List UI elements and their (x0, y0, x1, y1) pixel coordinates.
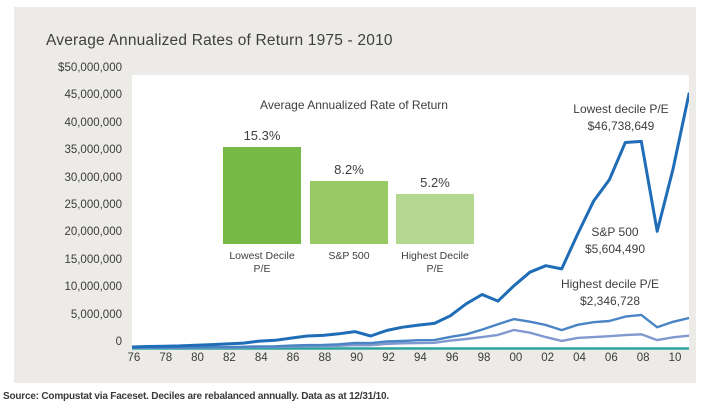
annotation-sp500-name: S&P 500 (591, 225, 639, 239)
y-tick-label: 0 (115, 336, 122, 348)
x-tick-label: 92 (382, 352, 395, 364)
x-tick-label: 10 (668, 352, 682, 364)
annotation-highest-decile-name: Highest decile P/E (560, 277, 660, 291)
page-title: Average Annualized Rates of Return 1975 … (46, 32, 393, 49)
x-tick-label: 80 (191, 352, 204, 364)
y-tick-label: 15,000,000 (64, 253, 122, 266)
annotation-lowest-decile-value: $46,738,649 (587, 119, 655, 133)
y-tick-label: 35,000,000 (64, 144, 122, 157)
annotation-lowest-decile-name: Lowest decile P/E (573, 102, 669, 116)
y-tick-label: 10,000,000 (64, 281, 122, 294)
y-tick-label: 5,000,000 (70, 308, 122, 321)
bar-value-label: 15.3% (243, 128, 281, 143)
x-tick-label: 86 (286, 352, 300, 364)
annotation-highest-decile: Highest decile P/E $2,346,728 (535, 276, 685, 310)
source-note: Source: Compustat via Faceset. Deciles a… (3, 391, 389, 402)
bar-1 (310, 181, 388, 244)
y-tick-label: 20,000,000 (64, 226, 122, 239)
x-tick-label: 78 (159, 352, 173, 364)
x-tick-label: 08 (636, 352, 650, 364)
y-tick-label: 25,000,000 (64, 199, 122, 211)
series-line-1 (132, 313, 689, 349)
annotation-sp500-value: $5,604,490 (584, 242, 646, 256)
line-chart (132, 92, 689, 350)
x-tick-label: 90 (350, 352, 364, 364)
bar-category-label: Highest Decile P/E (401, 250, 469, 275)
plot-area: Average Annualized Rate of Return 15.3% L… (132, 75, 689, 350)
bar-value-label: 8.2% (334, 162, 364, 177)
x-tick-label: 94 (413, 352, 427, 364)
x-tick-label: 02 (541, 352, 555, 364)
x-tick-label: 04 (573, 352, 586, 364)
y-tick-label: 30,000,000 (64, 171, 122, 184)
y-tick-label: $50,000,000 (58, 62, 122, 74)
x-tick-label: 98 (477, 352, 491, 364)
x-tick-label: 76 (127, 352, 141, 364)
x-tick-label: 06 (604, 352, 618, 364)
inset-chart-title: Average Annualized Rate of Return (260, 98, 448, 112)
annotation-lowest-decile: Lowest decile P/E $46,738,649 (546, 101, 696, 135)
x-tick-label: 00 (509, 352, 523, 364)
bar-category-label: Lowest Decile P/E (229, 250, 295, 275)
y-tick-label: 40,000,000 (64, 116, 122, 129)
annotation-sp500: S&P 500 $5,604,490 (540, 224, 690, 258)
x-tick-label: 88 (318, 352, 332, 364)
annotation-highest-decile-value: $2,346,728 (579, 294, 641, 308)
bar-value-label: 5.2% (420, 175, 450, 190)
bar-2 (396, 194, 474, 244)
x-tick-label: 96 (445, 352, 459, 364)
x-tick-label: 82 (222, 352, 236, 364)
series-line-0 (132, 92, 689, 349)
bar-0 (223, 147, 301, 244)
bar-category-label: S&P 500 (328, 250, 370, 262)
x-tick-label: 84 (254, 352, 268, 364)
y-tick-label: 45,000,000 (64, 89, 122, 102)
chart-card: Average Annualized Rates of Return 1975 … (14, 7, 696, 383)
